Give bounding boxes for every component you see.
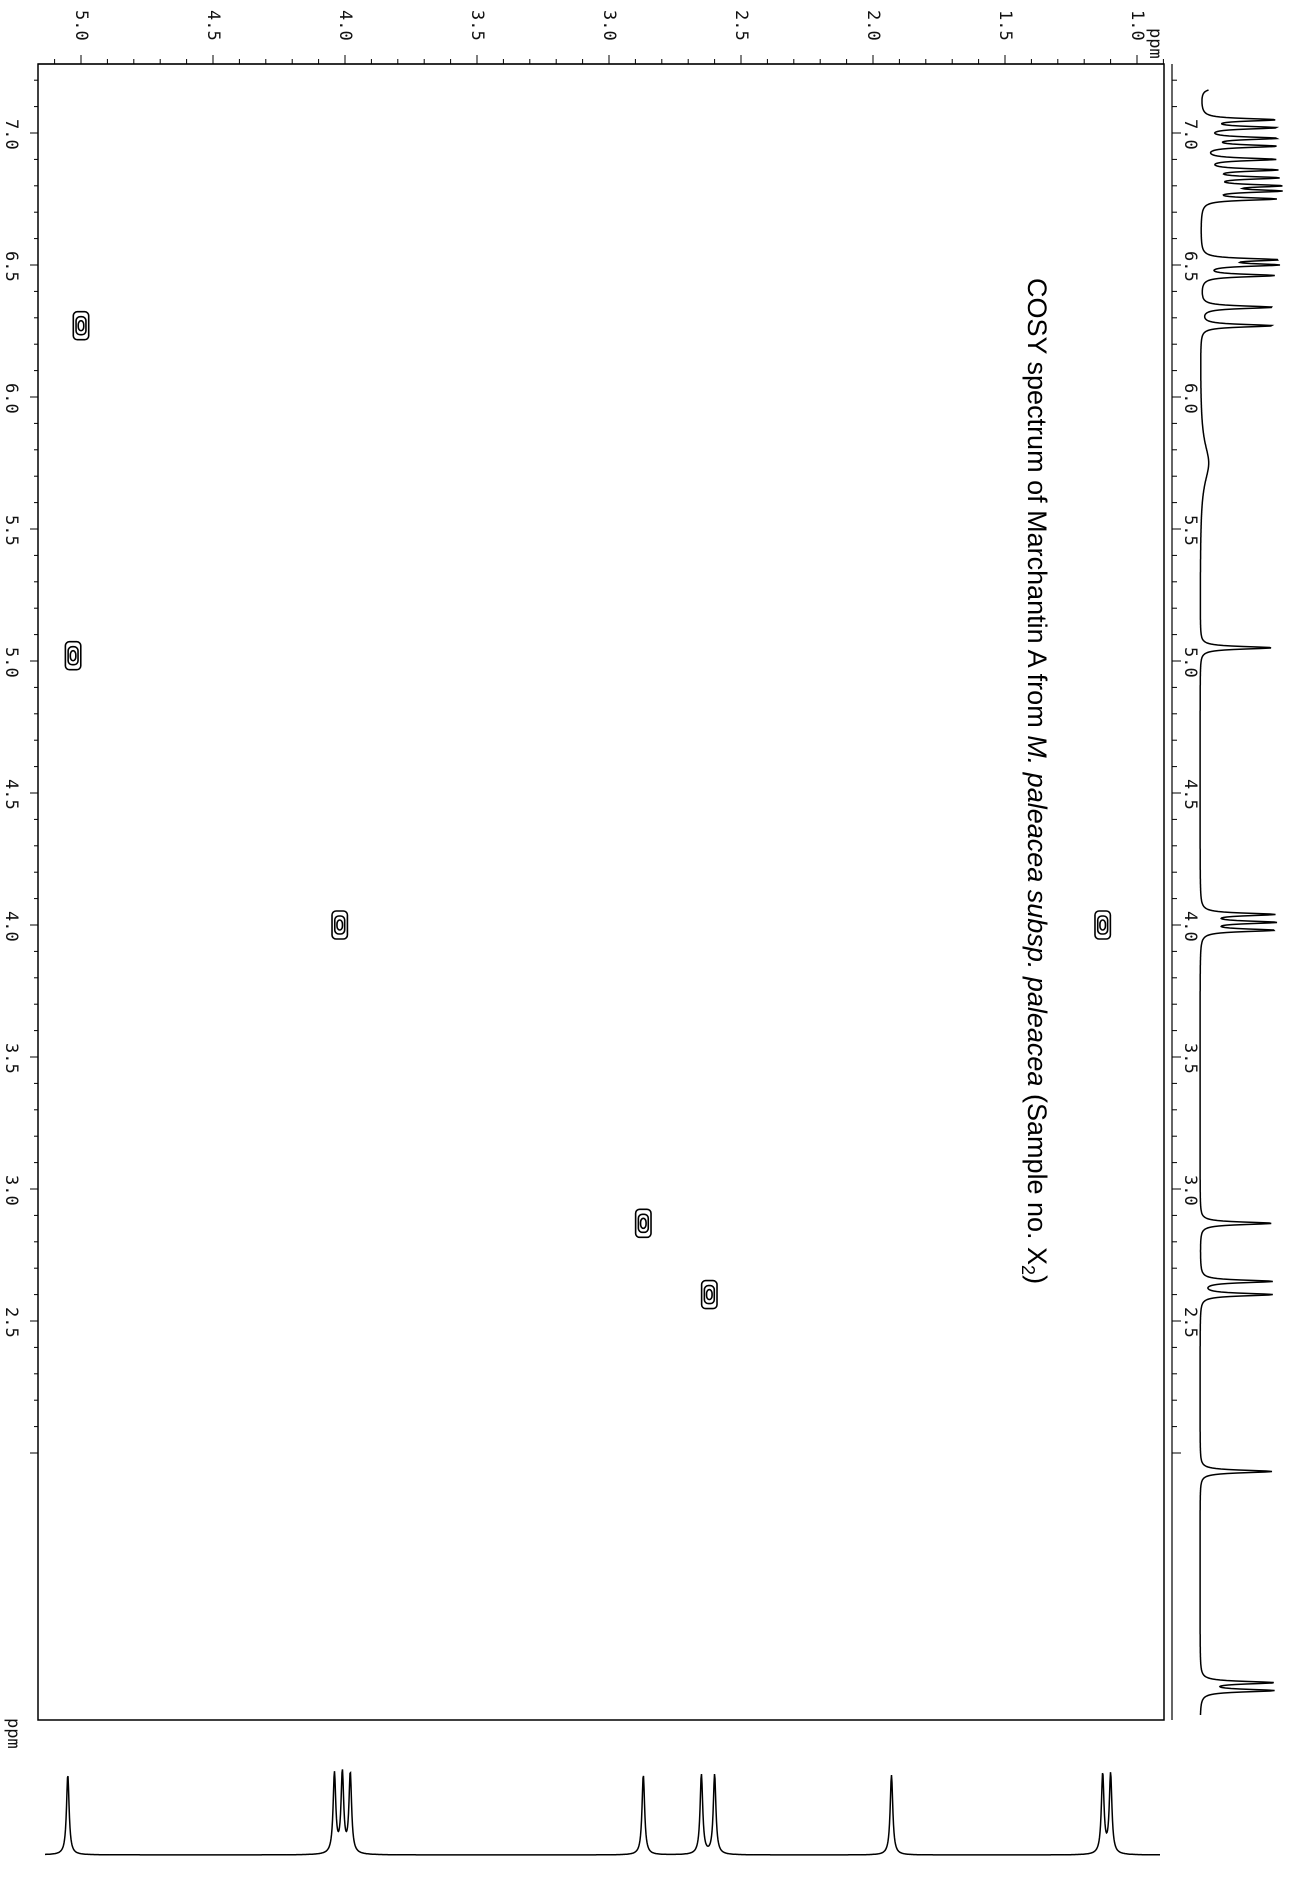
f2-tick-label: 6.5 — [1, 251, 21, 282]
f2-right-tick-label: 4.0 — [1180, 911, 1200, 942]
f1-projection-path — [45, 1769, 1160, 1856]
f2-projection-path — [1199, 89, 1283, 1715]
cross-peak-contour — [331, 910, 349, 940]
cross-peak-contour — [703, 1284, 716, 1305]
title-species2: paleacea — [1022, 976, 1052, 1087]
title-subscript: 2 — [1018, 1265, 1038, 1275]
title-main: COSY spectrum of Marchantin A from — [1022, 278, 1052, 735]
f2-right-tick-label: 7.0 — [1180, 119, 1200, 150]
cross-peak-contour — [634, 1208, 652, 1239]
cross-peak-contour — [67, 645, 79, 666]
f2-right-tick-label: 5.0 — [1180, 647, 1200, 678]
cross-peak-contour — [705, 1288, 713, 1301]
cross-peak-contour — [639, 1217, 647, 1230]
f2-right-tick-label: 3.0 — [1180, 1175, 1200, 1206]
f2-projection-trace — [1199, 89, 1283, 1715]
cross-peak-contour — [336, 919, 344, 931]
f2-tick-label: 2.5 — [1, 1307, 21, 1338]
cross-peak-contour — [64, 640, 82, 671]
cross-peak-contour — [637, 1213, 650, 1234]
f2-right-tick-label: 3.5 — [1180, 1043, 1200, 1074]
cross-peak-contour — [75, 315, 87, 336]
cross-peak-contour — [333, 915, 346, 935]
cross-peak-contour — [1096, 915, 1109, 935]
f2-right-tick-label: 5.5 — [1180, 515, 1200, 546]
cross-peaks — [64, 310, 1112, 1310]
f2-right-tick-label: 4.5 — [1180, 779, 1200, 810]
f1-tick-label: 4.5 — [203, 10, 223, 41]
f1-tick-label: 3.0 — [599, 10, 619, 41]
cross-peak-contour — [700, 1279, 718, 1310]
f2-right-tick-label: 2.5 — [1180, 1307, 1200, 1338]
f2-axis-right: 7.0 6.5 6.0 5.5 5.0 4.5 4.0 3.5 3.0 2.5 — [1171, 64, 1200, 1720]
cross-peak-contour — [1094, 910, 1112, 940]
f1-tick-label: 5.0 — [71, 10, 91, 41]
f2-tick-label: 3.5 — [1, 1043, 21, 1074]
f2-tick-label: 5.5 — [1, 515, 21, 546]
f1-axis: 7.06.56.05.55.04.54.03.53.02.52.01.51.0 — [38, 10, 1164, 65]
cross-peak-contour — [77, 319, 85, 332]
f2-unit-label: ppm — [3, 1718, 23, 1749]
f1-tick-label: 1.0 — [1127, 10, 1147, 41]
f1-projection-trace — [45, 1769, 1160, 1856]
f2-tick-label: 4.0 — [1, 911, 21, 942]
f2-tick-label: 6.0 — [1, 383, 21, 414]
title-subsp: subsp. — [1022, 882, 1052, 977]
f2-right-tick-label: 6.5 — [1180, 251, 1200, 282]
f1-tick-label: 4.0 — [335, 10, 355, 41]
f1-tick-label: 1.5 — [995, 10, 1015, 41]
cross-peak-contour — [72, 310, 90, 341]
f1-tick-label: 2.5 — [731, 10, 751, 41]
f2-right-tick-label: 6.0 — [1180, 383, 1200, 414]
chart-title: COSY spectrum of Marchantin A from M. pa… — [1018, 278, 1052, 1284]
f2-tick-label: 3.0 — [1, 1175, 21, 1206]
f2-tick-label: 4.5 — [1, 779, 21, 810]
cross-peak-contour — [69, 649, 77, 662]
f2-axis-left: 7.0 6.5 6.0 5.5 5.0 4.5 4.0 3.5 3.0 2.5 — [1, 79, 38, 1454]
f2-tick-label: 5.0 — [1, 647, 21, 678]
f1-unit-label: ppm — [1145, 28, 1165, 59]
title-close: ) — [1022, 1275, 1052, 1284]
plot-frame — [37, 63, 1165, 1721]
f1-tick-label: 2.0 — [863, 10, 883, 41]
title-species: M. paleacea — [1022, 735, 1052, 882]
f1-tick-label: 3.5 — [467, 10, 487, 41]
cross-peak-contour — [1099, 919, 1107, 931]
title-sample: (Sample no. X — [1022, 1086, 1052, 1265]
f2-tick-label: 7.0 — [1, 119, 21, 150]
